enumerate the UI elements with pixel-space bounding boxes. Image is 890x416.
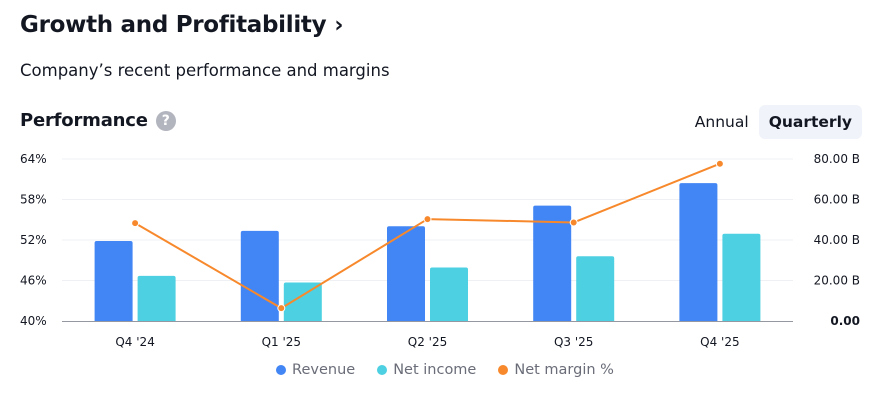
- net-margin-line-layer: [131, 159, 724, 313]
- net-margin-point: [277, 304, 286, 313]
- grid-lines: [62, 158, 793, 281]
- revenue-bar: [387, 226, 425, 321]
- left-axis-tick-label: 58%: [20, 193, 47, 207]
- x-axis-tick-label: Q1 '25: [262, 335, 301, 349]
- left-axis-tick-label: 64%: [20, 152, 47, 166]
- left-axis-tick-label: 46%: [20, 274, 47, 288]
- right-axis-tick-label: 80.00 B: [814, 152, 860, 166]
- legend-item-net-margin[interactable]: Net margin %: [498, 362, 614, 378]
- legend-item-revenue[interactable]: Revenue: [276, 362, 355, 378]
- revenue-bar: [94, 241, 133, 321]
- x-axis-tick-label: Q4 '24: [115, 335, 154, 349]
- net-margin-point: [423, 215, 432, 224]
- right-axis-tick-label: 60.00 B: [814, 193, 860, 207]
- chart-legend: Revenue Net income Net margin %: [0, 362, 890, 378]
- right-axis-tick-label: 40.00 B: [814, 233, 860, 247]
- legend-dot-net-margin: [498, 365, 509, 375]
- net-income-bar: [722, 233, 761, 321]
- bars: [94, 183, 761, 321]
- quarterly-toggle-button[interactable]: Quarterly: [758, 105, 862, 139]
- net-income-bar: [576, 256, 615, 321]
- x-axis-tick-label: Q4 '25: [700, 335, 739, 349]
- question-circle-icon[interactable]: ?: [155, 110, 176, 131]
- legend-label-net-income: Net income: [393, 362, 477, 378]
- revenue-bar: [240, 230, 279, 321]
- legend-label-revenue: Revenue: [292, 362, 356, 378]
- right-axis-tick-label: 0.00: [830, 314, 860, 328]
- net-margin-line: [134, 162, 721, 310]
- x-axis-tick-label: Q3 '25: [554, 335, 593, 349]
- net-income-bar: [283, 282, 322, 321]
- net-income-bar: [137, 275, 176, 321]
- tick-labels: 64% 80.00 B 58% 60.00 B 52% 40.00 B 46% 20.00 B…: [20, 152, 860, 349]
- performance-header: Performance ?: [20, 110, 176, 131]
- net-margin-point: [131, 219, 140, 228]
- x-axis-tick-label: Q2 '25: [408, 335, 447, 349]
- left-axis-tick-label: 52%: [20, 233, 47, 247]
- legend-item-net-income[interactable]: Net income: [377, 362, 476, 378]
- performance-chart: 64% 80.00 B 58% 60.00 B 52% 40.00 B 46% 20.00 B…: [20, 152, 860, 349]
- legend-label-net-margin: Net margin %: [514, 362, 614, 378]
- left-axis-tick-label: 40%: [20, 314, 47, 328]
- section-title-text: Growth and Profitability: [20, 12, 327, 38]
- right-axis-tick-label: 20.00 B: [814, 274, 860, 288]
- section-title-link[interactable]: Growth and Profitability ›: [20, 12, 343, 38]
- period-toggle: Annual Quarterly: [685, 105, 862, 139]
- legend-dot-revenue: [276, 365, 287, 375]
- section-subtitle: Company’s recent performance and margins: [20, 61, 390, 80]
- annual-toggle-button[interactable]: Annual: [685, 105, 759, 139]
- legend-dot-net-income: [377, 365, 388, 375]
- net-margin-point: [715, 159, 724, 168]
- net-income-bar: [430, 267, 468, 321]
- net-margin-point: [569, 218, 578, 227]
- revenue-bar: [679, 183, 718, 321]
- revenue-bar: [533, 205, 572, 321]
- chevron-right-icon: ›: [334, 12, 344, 38]
- performance-title: Performance: [20, 110, 148, 131]
